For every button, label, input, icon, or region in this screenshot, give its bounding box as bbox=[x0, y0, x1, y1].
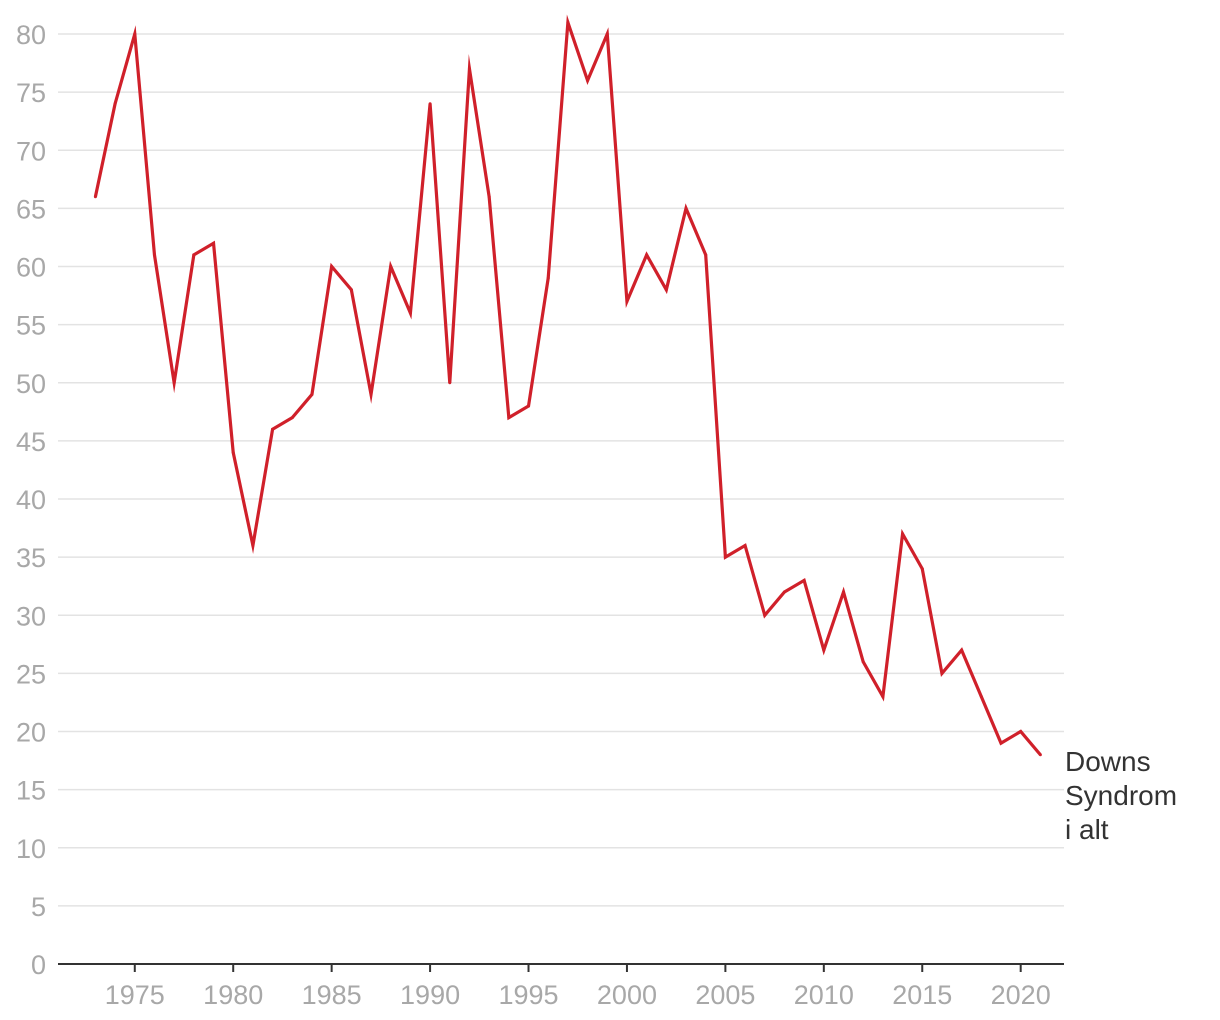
data-point-1999 bbox=[605, 32, 609, 36]
data-point-2000 bbox=[625, 299, 629, 303]
x-tick-label-2000: 2000 bbox=[597, 980, 657, 1010]
data-point-2019 bbox=[999, 741, 1003, 745]
data-point-1992 bbox=[467, 67, 471, 71]
y-tick-label-80: 80 bbox=[16, 20, 46, 50]
gridlines bbox=[58, 33, 1064, 907]
series-line-0 bbox=[93, 14, 1042, 756]
x-tick-label-1985: 1985 bbox=[302, 980, 362, 1010]
y-tick-label-65: 65 bbox=[16, 194, 46, 224]
y-tick-label-45: 45 bbox=[16, 427, 46, 457]
y-tick-label-75: 75 bbox=[16, 78, 46, 108]
data-point-1993 bbox=[487, 195, 491, 199]
data-point-1991 bbox=[448, 381, 452, 385]
data-point-2002 bbox=[664, 288, 668, 292]
data-point-2020 bbox=[1019, 730, 1023, 733]
y-tick-label-70: 70 bbox=[16, 136, 46, 166]
y-tick-label-35: 35 bbox=[16, 543, 46, 573]
y-axis-tick-labels: 0 5 10 15 20 25 30 35 40 45 50 55 60 65 70 75 80 bbox=[16, 20, 46, 980]
data-point-1985 bbox=[330, 265, 334, 268]
data-point-2009 bbox=[802, 578, 806, 582]
data-point-1990 bbox=[428, 102, 432, 106]
data-point-2003 bbox=[684, 206, 688, 210]
data-point-2007 bbox=[763, 613, 767, 617]
x-tick-label-1980: 1980 bbox=[203, 980, 263, 1010]
data-point-1976 bbox=[152, 253, 156, 257]
data-point-1984 bbox=[310, 392, 314, 396]
data-point-1989 bbox=[408, 311, 412, 315]
y-tick-label-40: 40 bbox=[16, 485, 46, 515]
x-axis-ticks: 1975 1980 1985 1990 1995 2000 2005 2010 2015 2020 bbox=[105, 964, 1051, 1010]
data-point-1986 bbox=[349, 288, 353, 292]
y-tick-label-5: 5 bbox=[31, 892, 46, 922]
data-point-1974 bbox=[113, 102, 117, 106]
y-tick-label-50: 50 bbox=[16, 369, 46, 399]
data-point-1995 bbox=[527, 404, 531, 408]
data-point-1988 bbox=[389, 265, 393, 268]
data-point-2010 bbox=[822, 648, 826, 652]
series-label-line-2: i alt bbox=[1065, 814, 1109, 845]
y-tick-label-55: 55 bbox=[16, 311, 46, 341]
data-point-2004 bbox=[704, 253, 708, 257]
data-point-2001 bbox=[645, 253, 649, 257]
data-point-2011 bbox=[842, 590, 846, 594]
data-point-2016 bbox=[940, 671, 944, 675]
y-tick-label-25: 25 bbox=[16, 659, 46, 689]
data-point-2006 bbox=[743, 544, 747, 547]
data-point-2012 bbox=[861, 660, 865, 664]
y-tick-label-15: 15 bbox=[16, 776, 46, 806]
data-point-1997 bbox=[566, 20, 570, 24]
x-tick-label-1975: 1975 bbox=[105, 980, 165, 1010]
data-point-1973 bbox=[93, 195, 97, 199]
x-tick-label-2005: 2005 bbox=[695, 980, 755, 1010]
data-point-1980 bbox=[231, 451, 235, 454]
data-point-2018 bbox=[979, 695, 983, 699]
data-point-2013 bbox=[881, 695, 885, 699]
y-tick-label-20: 20 bbox=[16, 718, 46, 748]
data-point-2021 bbox=[1038, 753, 1042, 757]
x-tick-label-2010: 2010 bbox=[794, 980, 854, 1010]
data-point-1998 bbox=[586, 79, 590, 82]
series-layer bbox=[93, 14, 1042, 757]
data-point-1983 bbox=[290, 416, 294, 420]
x-tick-label-2020: 2020 bbox=[991, 980, 1051, 1010]
data-point-1979 bbox=[212, 241, 216, 245]
data-point-2014 bbox=[901, 532, 905, 536]
data-point-1981 bbox=[251, 544, 255, 547]
data-point-1994 bbox=[507, 416, 511, 420]
data-point-2017 bbox=[960, 648, 964, 652]
data-point-1996 bbox=[546, 276, 550, 280]
x-tick-label-1995: 1995 bbox=[498, 980, 558, 1010]
data-point-1982 bbox=[271, 427, 275, 431]
data-point-1977 bbox=[172, 381, 176, 385]
x-tick-label-1990: 1990 bbox=[400, 980, 460, 1010]
series-label-line-1: Syndrom bbox=[1065, 780, 1177, 811]
data-point-1978 bbox=[192, 253, 196, 257]
data-point-2005 bbox=[723, 555, 727, 559]
series-label-line-0: Downs bbox=[1065, 746, 1151, 777]
y-tick-label-10: 10 bbox=[16, 834, 46, 864]
data-point-1987 bbox=[369, 392, 373, 396]
data-point-2008 bbox=[782, 590, 786, 594]
data-point-1975 bbox=[133, 32, 137, 36]
y-tick-label-60: 60 bbox=[16, 253, 46, 283]
y-tick-label-0: 0 bbox=[31, 950, 46, 980]
x-tick-label-2015: 2015 bbox=[892, 980, 952, 1010]
y-tick-label-30: 30 bbox=[16, 601, 46, 631]
data-point-2015 bbox=[920, 567, 924, 571]
